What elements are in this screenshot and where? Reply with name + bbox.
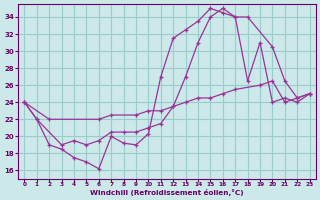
- X-axis label: Windchill (Refroidissement éolien,°C): Windchill (Refroidissement éolien,°C): [90, 189, 244, 196]
